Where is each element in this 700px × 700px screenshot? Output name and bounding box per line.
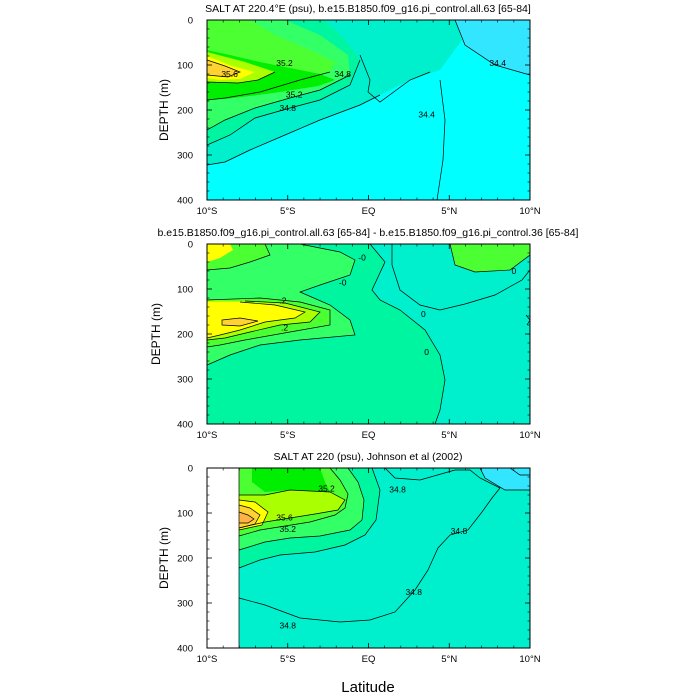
y-tick-label: 300 (177, 151, 193, 162)
x-tick-label: 10°S (197, 206, 218, 217)
fill-gold (222, 318, 258, 326)
contour-label: -0 (358, 253, 366, 263)
y-axis-label: DEPTH (m) (157, 79, 171, 141)
x-tick-label: 5°S (280, 654, 295, 665)
contour-label: 34.8 (279, 621, 296, 631)
contour-label: 34.8 (334, 69, 351, 79)
x-tick-label: EQ (362, 654, 376, 665)
y-tick-label: 200 (177, 330, 193, 341)
contour-fill (207, 244, 530, 424)
contour-label: 35.2 (318, 483, 335, 493)
contour-fill (207, 468, 530, 648)
y-tick-label: 400 (177, 644, 193, 655)
x-tick-label: 5°S (280, 206, 295, 217)
x-tick-label: EQ (362, 206, 376, 217)
contour-label: 0 (421, 309, 426, 319)
fill-green-bright (252, 468, 330, 492)
y-axis-label: DEPTH (m) (157, 527, 171, 589)
y-tick-label: 200 (177, 554, 193, 565)
y-tick-label: 100 (177, 285, 193, 296)
y-tick-label: 0 (188, 240, 193, 251)
contour-label: 0 (511, 266, 516, 276)
contour-label: 34.8 (405, 587, 422, 597)
fill-lime (239, 490, 345, 528)
fill-cyan-dark (455, 20, 530, 75)
x-tick-label: EQ (362, 430, 376, 441)
generated-marks: 10°S 5°S EQ 5°N 10°N010020030040035.235.635.… (177, 16, 541, 666)
contour-label: 34.8 (451, 526, 468, 536)
contour-label: 35.2 (286, 89, 303, 99)
contour-label: 34.8 (279, 103, 296, 113)
fill-orange (239, 512, 254, 523)
x-tick-label: 10°N (519, 206, 540, 217)
contour-lines (238, 468, 530, 648)
contour-label: 35.6 (276, 513, 293, 523)
contour-label: 34.4 (418, 110, 435, 120)
fill-gold (207, 60, 240, 77)
panel-model-salinity: SALT AT 220.4°E (psu), b.e15.B1850.f09_g… (157, 3, 531, 201)
x-tick-label: 5°S (280, 430, 295, 441)
y-tick-label: 100 (177, 61, 193, 72)
y-tick-label: 400 (177, 420, 193, 431)
panel-title: b.e15.B1850.f09_g16.pi_control.all.63 [6… (158, 227, 579, 239)
y-tick-label: 400 (177, 196, 193, 207)
panel-title: SALT AT 220 (psu), Johnson et al (2002) (274, 451, 463, 463)
x-axis-label: Latitude (341, 679, 394, 696)
y-tick-label: 200 (177, 106, 193, 117)
contour-lines (207, 244, 530, 424)
x-tick-label: 10°N (519, 654, 540, 665)
x-tick-label: 5°N (441, 206, 457, 217)
x-tick-label: 10°S (197, 654, 218, 665)
y-tick-label: 0 (188, 16, 193, 27)
x-tick-label: 5°N (441, 654, 457, 665)
y-tick-label: 300 (177, 375, 193, 386)
y-axis-label: DEPTH (m) (149, 303, 163, 365)
contour-lines (207, 20, 530, 200)
x-tick-label: 5°N (441, 430, 457, 441)
y-tick-label: 0 (188, 464, 193, 475)
contour-label: .2 (281, 322, 288, 332)
contour-fill (207, 20, 530, 200)
contour-label: -0 (339, 277, 347, 287)
fill-yellow (207, 244, 305, 338)
contour-label: 35.2 (279, 524, 296, 534)
y-tick-label: 300 (177, 599, 193, 610)
x-tick-label: 10°S (197, 430, 218, 441)
contour-label: .2 (279, 295, 286, 305)
y-tick-label: 100 (177, 509, 193, 520)
x-tick-label: 10°N (519, 430, 540, 441)
contour-label: 34.8 (389, 485, 406, 495)
panel-difference: b.e15.B1850.f09_g16.pi_control.all.63 [6… (149, 227, 579, 425)
panel-title: SALT AT 220.4°E (psu), b.e15.B1850.f09_g… (205, 3, 531, 15)
contour-label: 34.4 (489, 58, 506, 68)
contour-label: 35.2 (276, 58, 293, 68)
panel-observations: SALT AT 220 (psu), Johnson et al (2002) (157, 451, 531, 696)
contour-label: 0 (424, 347, 429, 357)
contour-label: 35.6 (221, 69, 238, 79)
